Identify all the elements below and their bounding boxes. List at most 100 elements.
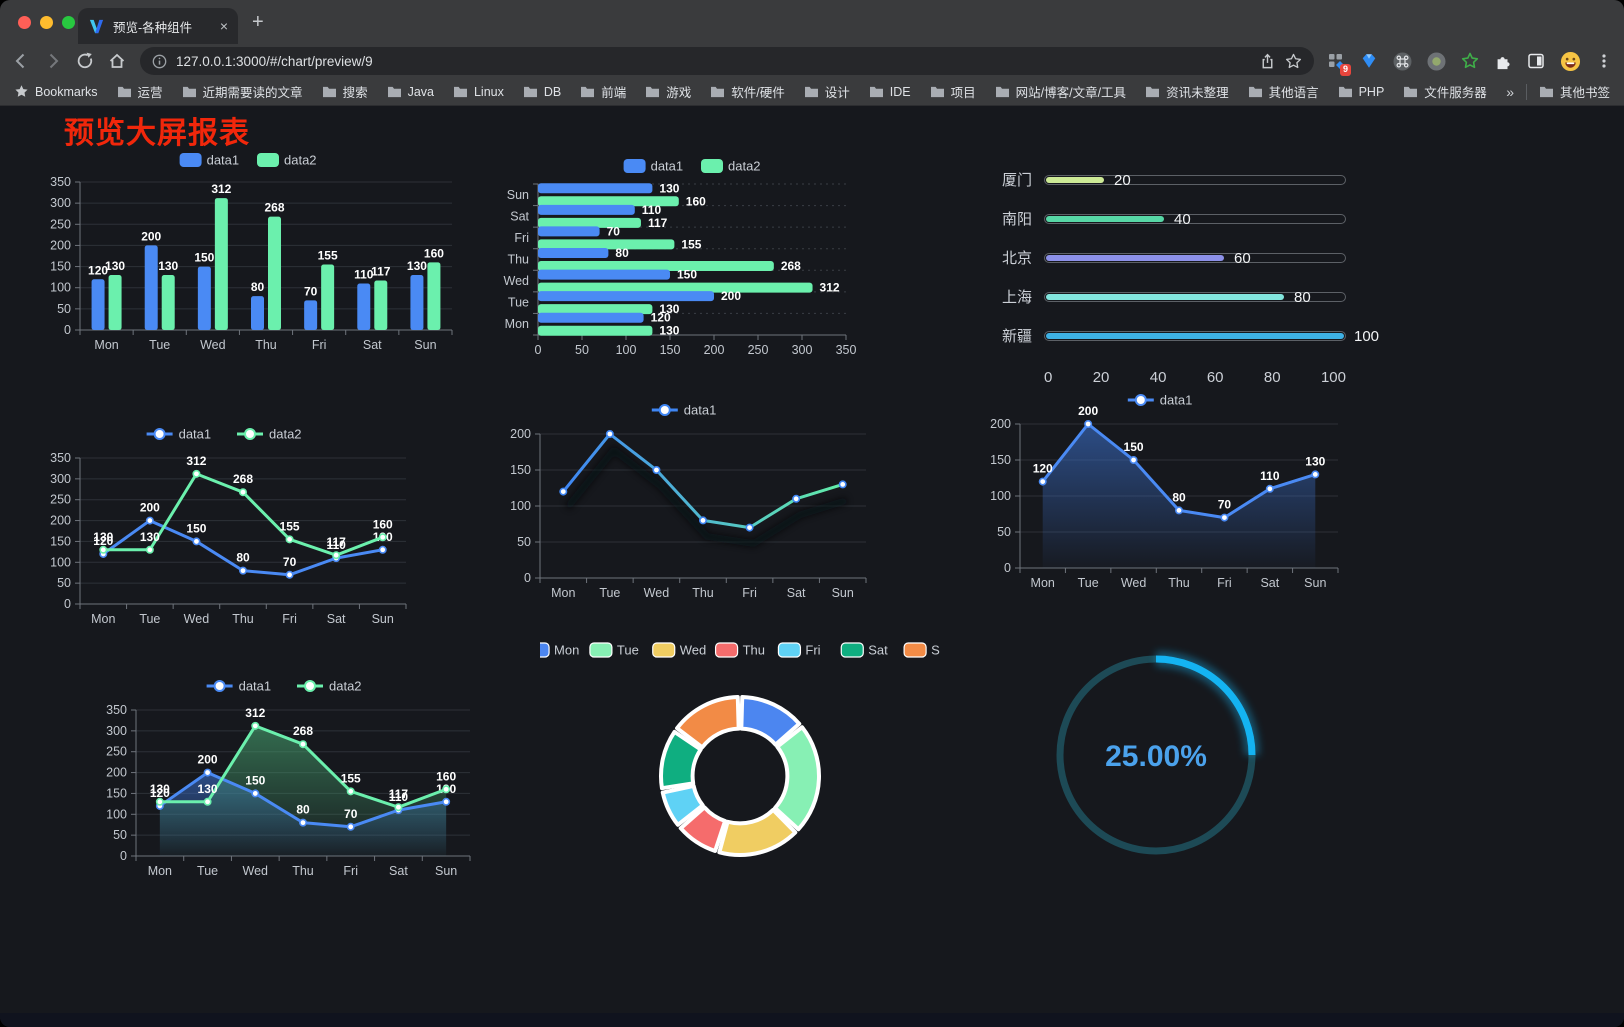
command-icon[interactable]: [1393, 52, 1412, 71]
emoji-avatar-icon[interactable]: [1560, 51, 1581, 72]
svg-text:Tue: Tue: [139, 612, 160, 626]
svg-text:120: 120: [93, 534, 113, 548]
page-footer: [0, 1013, 1624, 1027]
bookmark-folder-item[interactable]: 搜索: [322, 82, 368, 101]
svg-text:130: 130: [659, 302, 679, 316]
svg-text:Sun: Sun: [372, 612, 394, 626]
bookmark-folder-item[interactable]: 文件服务器: [1403, 82, 1487, 101]
svg-text:110: 110: [354, 267, 374, 281]
svg-text:300: 300: [106, 724, 127, 738]
svg-text:data2: data2: [269, 427, 302, 442]
bookmark-folder-label: 前端: [601, 86, 627, 100]
v-logo-favicon-icon: [89, 19, 104, 33]
side-panel-icon[interactable]: [1527, 52, 1545, 70]
extension-grid-icon[interactable]: 9: [1328, 53, 1351, 76]
svg-text:200: 200: [141, 229, 161, 243]
tab-close-icon[interactable]: ×: [219, 18, 228, 34]
bookmark-folder-item[interactable]: 资讯未整理: [1145, 82, 1229, 101]
svg-text:data2: data2: [329, 679, 362, 694]
url-text[interactable]: 127.0.0.1:3000/#/chart/preview/9: [176, 53, 373, 69]
bookmark-folder-item[interactable]: 游戏: [645, 82, 691, 101]
share-icon[interactable]: [1259, 53, 1276, 70]
gem-icon[interactable]: [1360, 52, 1378, 70]
bookmark-folder-label: 其他语言: [1268, 86, 1319, 100]
svg-text:130: 130: [407, 259, 427, 273]
other-bookmarks-folder[interactable]: 其他书签: [1539, 82, 1610, 101]
bookmark-folder-item[interactable]: 网站/博客/文章/工具: [995, 82, 1126, 101]
bookmark-folder-label: Java: [407, 84, 434, 99]
gauge-chart: 25.00%: [1056, 651, 1260, 855]
svg-text:50: 50: [997, 525, 1011, 539]
bookmark-folder-label: 运营: [137, 86, 163, 100]
folder-icon: [387, 86, 401, 98]
svg-text:300: 300: [792, 343, 813, 357]
bookmark-folder-item[interactable]: 其他语言: [1248, 82, 1319, 101]
progress-row-label: 南阳: [1002, 211, 1033, 228]
minimize-window-button[interactable]: [40, 16, 53, 29]
svg-text:300: 300: [50, 472, 71, 486]
bookmarks-star-icon: [15, 85, 28, 97]
browser-tab[interactable]: 预览-各种组件 ×: [78, 8, 238, 44]
folder-icon: [1539, 86, 1553, 98]
svg-text:Tue: Tue: [508, 296, 529, 310]
svg-text:Fri: Fri: [312, 338, 327, 352]
svg-text:150: 150: [106, 786, 127, 800]
svg-text:Fri: Fri: [514, 231, 529, 245]
bookmark-folder-item[interactable]: IDE: [869, 82, 911, 101]
bookmark-folder-item[interactable]: Linux: [453, 82, 504, 101]
new-tab-button[interactable]: +: [252, 11, 264, 33]
zoom-window-button[interactable]: [62, 16, 75, 29]
bookmark-folder-item[interactable]: DB: [523, 82, 561, 101]
menu-icon[interactable]: [1596, 53, 1612, 69]
svg-text:Thu: Thu: [692, 586, 714, 600]
svg-text:80: 80: [1172, 490, 1186, 504]
svg-text:Mon: Mon: [505, 317, 529, 331]
progress-axis: 0 20 40 60 80 100: [1044, 369, 1346, 386]
progress-row-label: 厦门: [1002, 172, 1033, 189]
svg-text:Wed: Wed: [184, 612, 210, 626]
bookmark-folders: 运营 近期需要读的文章 搜索 Java Linux DB 前端 游戏 软件/硬件 设计 IDE 项目 网…: [117, 82, 1487, 101]
forward-icon[interactable]: [44, 52, 62, 70]
bookmark-folder-item[interactable]: 软件/硬件: [710, 82, 785, 101]
bookmark-folder-item[interactable]: 运营: [117, 82, 163, 101]
progress-row-label: 北京: [1002, 250, 1033, 267]
svg-text:117: 117: [389, 787, 409, 801]
info-icon[interactable]: [152, 54, 167, 69]
bookmark-folder-item[interactable]: 项目: [930, 82, 976, 101]
bookmark-folder-item[interactable]: 设计: [804, 82, 850, 101]
area-line-chart: 0 50 100 150 200 Mon Tue Wed Thu Fri Sat Sun 120 200 1…: [990, 393, 1339, 590]
bookmark-folder-label: Linux: [473, 84, 504, 99]
svg-text:155: 155: [341, 771, 361, 785]
star-icon[interactable]: [1285, 53, 1302, 70]
svg-text:Thu: Thu: [232, 612, 254, 626]
green-star-icon[interactable]: [1461, 52, 1479, 70]
svg-text:Thu: Thu: [507, 253, 529, 267]
svg-text:50: 50: [57, 302, 71, 316]
bookmarks-manager-item[interactable]: Bookmarks: [14, 84, 98, 99]
progress-track: 100: [1044, 328, 1379, 345]
record-icon[interactable]: [1427, 52, 1446, 71]
puzzle-icon[interactable]: [1494, 52, 1512, 70]
bookmarks-bar: Bookmarks 运营 近期需要读的文章 搜索 Java Linux DB 前端 游戏 软件/…: [0, 78, 1624, 106]
close-window-button[interactable]: [18, 16, 31, 29]
bookmark-folder-item[interactable]: 前端: [580, 82, 626, 101]
bookmarks-overflow-button[interactable]: »: [1506, 83, 1514, 100]
reload-icon[interactable]: [76, 52, 94, 70]
url-bar[interactable]: 127.0.0.1:3000/#/chart/preview/9: [140, 47, 1314, 75]
svg-text:150: 150: [186, 521, 206, 535]
bookmark-folder-label: 网站/博客/文章/工具: [1015, 86, 1127, 100]
svg-text:Sat: Sat: [510, 209, 529, 223]
svg-text:120: 120: [1033, 462, 1053, 476]
chart-legend: Mon Tue Wed Thu Fri Sat Sun: [540, 642, 940, 658]
svg-text:Mon: Mon: [91, 612, 115, 626]
bookmark-folder-item[interactable]: PHP: [1338, 82, 1384, 101]
bookmark-folder-item[interactable]: Java: [387, 82, 434, 101]
home-icon[interactable]: [108, 52, 126, 70]
bookmark-folder-item[interactable]: 近期需要读的文章: [182, 82, 303, 101]
svg-text:0: 0: [1004, 561, 1011, 575]
svg-text:Mon: Mon: [554, 643, 579, 658]
back-icon[interactable]: [12, 52, 30, 70]
svg-text:Sat: Sat: [787, 586, 806, 600]
